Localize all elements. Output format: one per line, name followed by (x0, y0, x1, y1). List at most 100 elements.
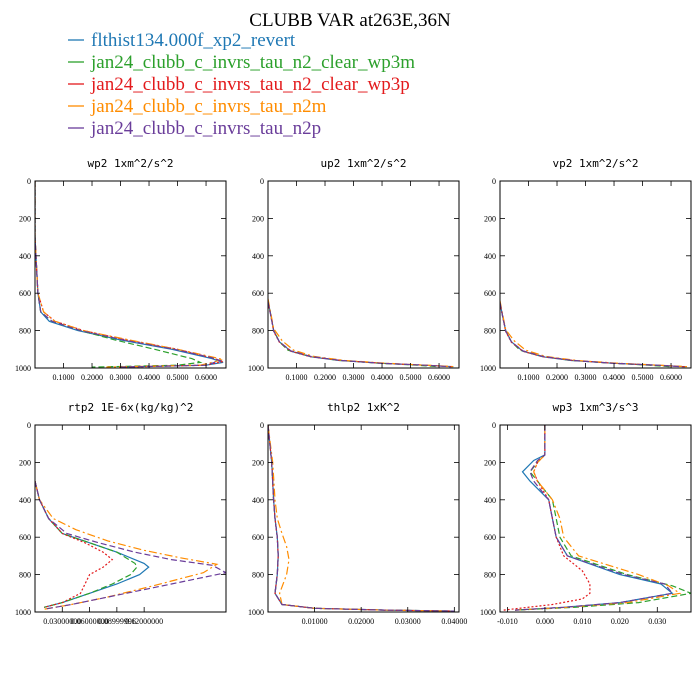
x-tick-label: 0.4000 (371, 373, 393, 382)
y-tick-label: 200 (19, 458, 31, 467)
series-line (514, 425, 674, 611)
plot-frame (34, 424, 227, 613)
x-tick-label: -0.010 (497, 617, 518, 626)
x-tick-label: 0.030 (648, 617, 666, 626)
y-tick-label: 0 (260, 177, 264, 186)
series-line (514, 425, 682, 611)
y-tick-label: 1000 (15, 364, 31, 373)
y-tick-label: 400 (19, 252, 31, 261)
x-tick-label: 0.04000 (441, 617, 467, 626)
x-tick-label: 0.03000 (395, 617, 421, 626)
y-tick-label: 0 (260, 421, 264, 430)
series-line (268, 425, 455, 612)
x-tick-label: 0.010 (573, 617, 591, 626)
y-tick-label: 200 (19, 214, 31, 223)
panel-title: rtp2 1E-6x(kg/kg)^2 (68, 401, 194, 414)
legend-entry: flthist134.000f_xp2_revert (91, 30, 296, 51)
series-line (35, 480, 219, 610)
series-line (268, 425, 455, 612)
y-tick-label: 1000 (15, 608, 31, 617)
y-tick-label: 800 (252, 327, 264, 336)
x-tick-label: 0.1000 (518, 373, 540, 382)
panel-title: vp2 1xm^2/s^2 (552, 157, 638, 170)
plot-frame (34, 180, 227, 369)
chart-panel: up2 1xm^2/s^2 0 200 400 600 800 1000 0.1000 0.20… (248, 157, 460, 382)
x-tick-label: 0.08999996 (98, 617, 136, 626)
y-tick-label: 800 (19, 327, 31, 336)
chart-panels: wp2 1xm^2/s^2 0 200 400 600 800 1000 0.1000 0.20… (15, 157, 692, 626)
panel-title: up2 1xm^2/s^2 (320, 157, 406, 170)
x-tick-label: 0.6000 (660, 373, 682, 382)
chart-panel: wp3 1xm^3/s^3 0 200 400 600 800 1000-0.010 0.00… (480, 401, 692, 626)
x-tick-label: 0.000 (536, 617, 554, 626)
x-tick-label: 0.2000 (546, 373, 568, 382)
panel-title: wp2 1xm^2/s^2 (87, 157, 173, 170)
series-line (500, 302, 672, 368)
x-tick-label: 0.01000 (302, 617, 328, 626)
series-line (35, 181, 224, 368)
series-line (500, 302, 686, 368)
x-tick-label: 0.03000000 (43, 617, 81, 626)
x-tick-label: 0.3000 (110, 373, 132, 382)
x-tick-label: 0.4000 (603, 373, 625, 382)
x-tick-label: 0.1000 (53, 373, 75, 382)
legend: flthist134.000f_xp2_revertjan24_clubb_c_… (68, 30, 415, 139)
x-tick-label: 0.6000 (428, 373, 450, 382)
y-tick-label: 800 (252, 571, 264, 580)
y-tick-label: 200 (252, 214, 264, 223)
y-tick-label: 600 (252, 533, 264, 542)
y-tick-label: 1000 (248, 364, 264, 373)
legend-entry: jan24_clubb_c_invrs_tau_n2_clear_wp3p (90, 74, 410, 95)
x-tick-label: 0.06000000 (71, 617, 109, 626)
series-line (268, 425, 455, 612)
series-line (268, 425, 455, 612)
series-line (35, 181, 226, 368)
chart-panel: vp2 1xm^2/s^2 0 200 400 600 800 1000 0.1000 0.20… (480, 157, 692, 382)
y-tick-label: 800 (484, 571, 496, 580)
y-tick-label: 600 (484, 289, 496, 298)
series-line (268, 300, 440, 368)
series-line (514, 425, 691, 611)
series-line (35, 181, 223, 368)
panel-title: wp3 1xm^3/s^3 (552, 401, 638, 414)
chart-panel: rtp2 1E-6x(kg/kg)^2 0 200 400 600 800 1000 0.03… (15, 401, 227, 626)
legend-entry: jan24_clubb_c_invrs_tau_n2_clear_wp3m (90, 52, 415, 73)
y-tick-label: 200 (252, 458, 264, 467)
y-tick-label: 0 (27, 177, 31, 186)
y-tick-label: 200 (484, 458, 496, 467)
panel-title: thlp2 1xK^2 (327, 401, 400, 414)
y-tick-label: 400 (252, 252, 264, 261)
y-tick-label: 1000 (248, 608, 264, 617)
x-tick-label: 0.4000 (138, 373, 160, 382)
y-tick-label: 200 (484, 214, 496, 223)
x-tick-label: 0.2000 (81, 373, 103, 382)
y-tick-label: 600 (19, 533, 31, 542)
series-line (500, 303, 686, 368)
x-tick-label: 0.12000000 (125, 617, 163, 626)
series-line (35, 181, 224, 368)
x-tick-label: 0.3000 (343, 373, 365, 382)
x-tick-label: 0.5000 (400, 373, 422, 382)
series-line (514, 425, 674, 611)
x-tick-label: 0.3000 (575, 373, 597, 382)
y-tick-label: 800 (19, 571, 31, 580)
y-tick-label: 600 (19, 289, 31, 298)
y-tick-label: 400 (252, 496, 264, 505)
series-line (35, 480, 114, 608)
plot-frame (267, 424, 460, 613)
x-tick-label: 0.2000 (314, 373, 336, 382)
y-tick-label: 0 (492, 177, 496, 186)
x-tick-label: 0.5000 (167, 373, 189, 382)
series-line (268, 300, 454, 368)
y-tick-label: 1000 (480, 364, 496, 373)
x-tick-label: 0.020 (611, 617, 629, 626)
plot-frame (499, 424, 692, 613)
series-line (268, 298, 457, 368)
y-tick-label: 800 (484, 327, 496, 336)
y-tick-label: 400 (484, 252, 496, 261)
y-tick-label: 600 (252, 289, 264, 298)
y-tick-label: 400 (484, 496, 496, 505)
y-tick-label: 0 (492, 421, 496, 430)
series-line (35, 480, 226, 610)
